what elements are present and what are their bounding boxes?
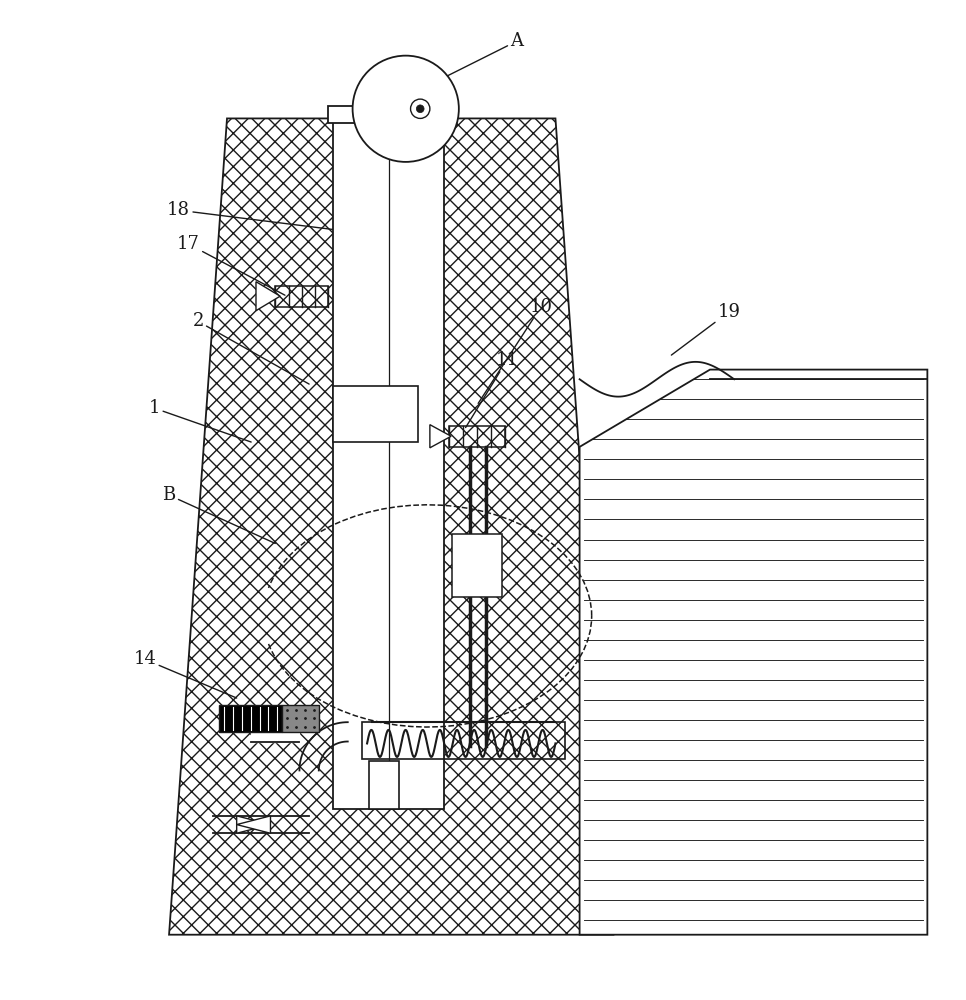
Bar [368,761,400,809]
Polygon shape [237,816,270,833]
Bar [275,286,328,307]
Text: 14: 14 [133,650,237,698]
Text: 19: 19 [671,303,741,355]
Bar [333,118,444,809]
Text: 1: 1 [149,399,251,442]
Circle shape [416,105,424,113]
Polygon shape [256,282,280,311]
Polygon shape [169,118,613,935]
Bar [449,426,505,447]
Text: A: A [440,32,524,80]
Text: 18: 18 [167,201,333,230]
Circle shape [353,56,459,162]
Bar [328,106,449,123]
Bar [362,722,565,759]
Text: 17: 17 [177,235,285,295]
Text: 2: 2 [192,312,309,384]
Polygon shape [430,425,451,448]
Text: 10: 10 [478,298,553,403]
Polygon shape [237,816,270,833]
Bar [219,705,282,732]
Text: B: B [162,486,275,543]
Bar [452,534,502,597]
Polygon shape [580,370,927,935]
Bar [333,386,418,442]
Circle shape [411,99,430,118]
Text: 11: 11 [466,351,519,428]
Bar [282,705,319,732]
